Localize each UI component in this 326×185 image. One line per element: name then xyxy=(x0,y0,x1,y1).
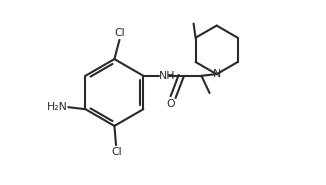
Text: Cl: Cl xyxy=(114,28,125,38)
Text: NH: NH xyxy=(159,71,175,81)
Text: N: N xyxy=(213,69,221,79)
Text: H₂N: H₂N xyxy=(46,102,67,112)
Text: Cl: Cl xyxy=(111,147,122,157)
Text: O: O xyxy=(166,99,175,109)
